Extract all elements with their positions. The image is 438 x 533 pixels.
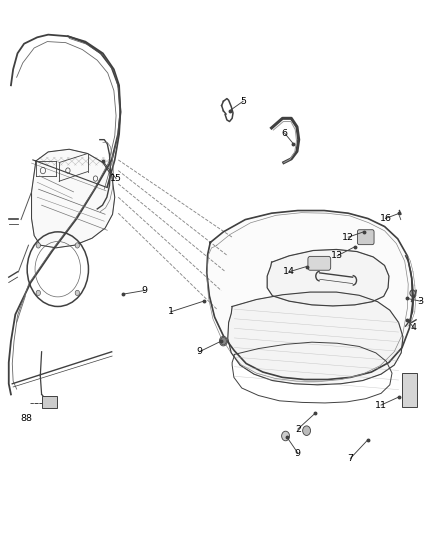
Circle shape — [303, 426, 311, 435]
Text: 9: 9 — [196, 348, 202, 356]
Circle shape — [75, 290, 80, 296]
FancyBboxPatch shape — [357, 230, 374, 245]
Text: 6: 6 — [282, 129, 288, 138]
Text: 9: 9 — [295, 449, 301, 457]
FancyBboxPatch shape — [308, 256, 331, 270]
Text: 9: 9 — [141, 286, 148, 295]
Polygon shape — [228, 292, 403, 385]
Text: 15: 15 — [110, 174, 122, 183]
Text: 1: 1 — [168, 308, 174, 316]
Text: 13: 13 — [331, 252, 343, 260]
Text: 4: 4 — [411, 324, 417, 332]
Text: 2: 2 — [295, 425, 301, 433]
Text: 5: 5 — [240, 97, 246, 106]
Text: 3: 3 — [417, 297, 424, 305]
FancyBboxPatch shape — [42, 396, 57, 408]
Circle shape — [75, 243, 80, 248]
Circle shape — [36, 290, 40, 296]
Circle shape — [219, 336, 227, 346]
Circle shape — [36, 243, 40, 248]
Circle shape — [220, 337, 226, 345]
Text: 14: 14 — [283, 268, 295, 276]
Text: 16: 16 — [379, 214, 392, 223]
Text: 7: 7 — [347, 454, 353, 463]
Text: 12: 12 — [342, 233, 354, 241]
Text: 8: 8 — [20, 414, 26, 423]
Polygon shape — [207, 211, 413, 379]
Circle shape — [282, 431, 290, 441]
FancyBboxPatch shape — [402, 373, 417, 407]
Polygon shape — [32, 149, 115, 248]
Polygon shape — [267, 249, 389, 306]
Text: 11: 11 — [375, 401, 387, 409]
Text: 8: 8 — [25, 414, 32, 423]
